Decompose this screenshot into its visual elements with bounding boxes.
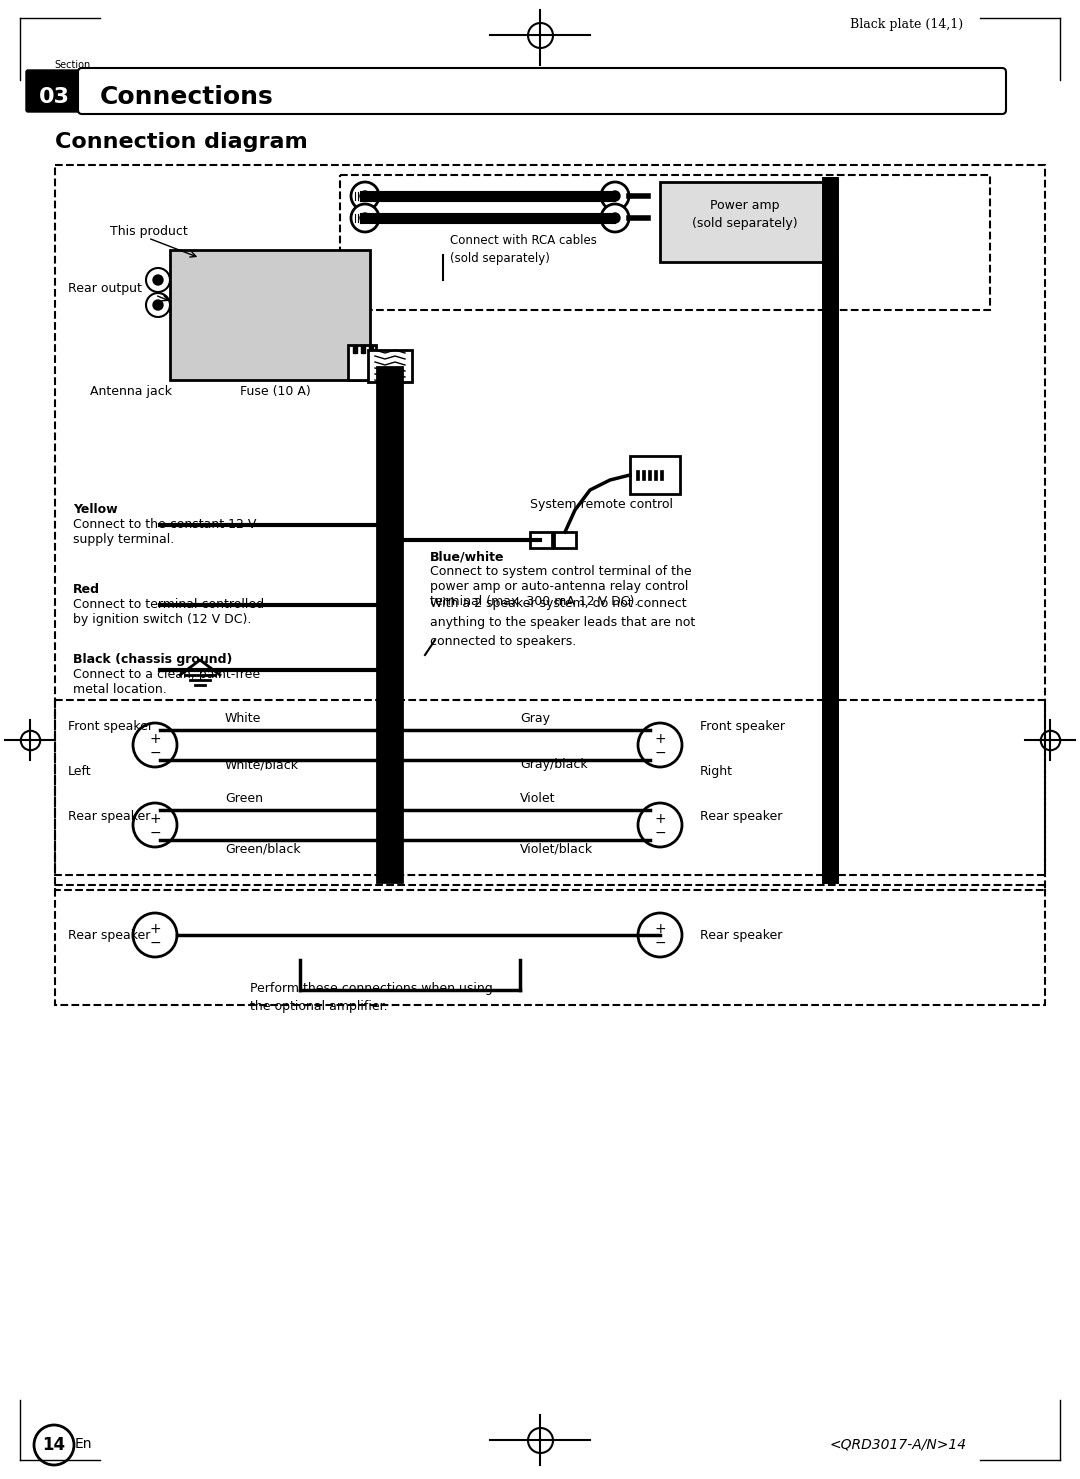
Circle shape bbox=[610, 191, 620, 201]
Bar bbox=[55, 166, 1045, 876]
Text: Rear output: Rear output bbox=[68, 282, 141, 294]
Circle shape bbox=[360, 213, 370, 223]
Text: Black (chassis ground): Black (chassis ground) bbox=[73, 654, 232, 666]
Text: +: + bbox=[654, 921, 665, 936]
Text: +: + bbox=[149, 921, 161, 936]
Text: Perform these connections when using
the optional amplifier.: Perform these connections when using the… bbox=[249, 982, 492, 1013]
Text: Blue/white: Blue/white bbox=[430, 550, 504, 563]
Text: 14: 14 bbox=[42, 1436, 66, 1454]
Text: Green: Green bbox=[225, 791, 264, 805]
Bar bbox=[170, 250, 370, 380]
Text: Connect to a clean, paint-free: Connect to a clean, paint-free bbox=[73, 669, 260, 680]
Text: Antenna jack: Antenna jack bbox=[90, 385, 172, 398]
Text: Rear speaker: Rear speaker bbox=[68, 929, 150, 942]
Circle shape bbox=[351, 204, 379, 232]
Bar bbox=[630, 456, 680, 494]
Text: −: − bbox=[149, 936, 161, 950]
FancyBboxPatch shape bbox=[26, 70, 82, 112]
Circle shape bbox=[33, 1424, 75, 1466]
Circle shape bbox=[146, 293, 170, 317]
Text: Front speaker: Front speaker bbox=[700, 720, 785, 734]
Text: Connect to the constant 12 V: Connect to the constant 12 V bbox=[73, 518, 256, 531]
Circle shape bbox=[638, 913, 681, 957]
Bar bbox=[348, 345, 376, 380]
Text: Black plate (14,1): Black plate (14,1) bbox=[850, 18, 963, 31]
Circle shape bbox=[153, 275, 163, 285]
Circle shape bbox=[153, 300, 163, 311]
Bar bbox=[660, 182, 831, 262]
Circle shape bbox=[360, 191, 370, 201]
Circle shape bbox=[133, 723, 177, 768]
Bar bbox=[368, 351, 411, 382]
Text: Violet: Violet bbox=[519, 791, 555, 805]
Text: Right: Right bbox=[700, 765, 733, 778]
Bar bbox=[554, 532, 576, 549]
Text: En: En bbox=[75, 1438, 93, 1451]
Text: System remote control: System remote control bbox=[530, 498, 673, 512]
Bar bbox=[369, 345, 373, 353]
Text: −: − bbox=[149, 745, 161, 760]
Text: Gray/black: Gray/black bbox=[519, 759, 588, 771]
Circle shape bbox=[610, 213, 620, 223]
Text: Red: Red bbox=[73, 583, 100, 596]
Circle shape bbox=[133, 803, 177, 847]
Circle shape bbox=[600, 204, 629, 232]
Text: Connect to system control terminal of the: Connect to system control terminal of th… bbox=[430, 565, 691, 578]
Circle shape bbox=[351, 182, 379, 210]
Text: +: + bbox=[654, 812, 665, 825]
Text: 03: 03 bbox=[39, 87, 69, 106]
Text: Left: Left bbox=[68, 765, 92, 778]
Bar bbox=[340, 175, 990, 311]
Circle shape bbox=[638, 803, 681, 847]
Text: −: − bbox=[654, 825, 665, 840]
Text: Rear speaker: Rear speaker bbox=[700, 810, 782, 822]
Circle shape bbox=[133, 913, 177, 957]
Bar bbox=[648, 470, 651, 481]
Bar bbox=[660, 470, 663, 481]
Text: −: − bbox=[654, 745, 665, 760]
Text: Connect to terminal controlled: Connect to terminal controlled bbox=[73, 598, 265, 611]
Text: Green/black: Green/black bbox=[225, 843, 300, 856]
Circle shape bbox=[600, 182, 629, 210]
Text: <QRD3017-A/N>14: <QRD3017-A/N>14 bbox=[831, 1438, 967, 1451]
Text: Connect with RCA cables
(sold separately): Connect with RCA cables (sold separately… bbox=[450, 234, 597, 265]
Bar bbox=[642, 470, 645, 481]
Bar bbox=[636, 470, 639, 481]
Text: Power amp
(sold separately): Power amp (sold separately) bbox=[692, 198, 798, 229]
Text: +: + bbox=[149, 732, 161, 745]
Text: Violet/black: Violet/black bbox=[519, 843, 593, 856]
Bar bbox=[55, 700, 1045, 890]
Circle shape bbox=[146, 268, 170, 291]
Circle shape bbox=[638, 723, 681, 768]
Text: by ignition switch (12 V DC).: by ignition switch (12 V DC). bbox=[73, 612, 252, 626]
Text: Yellow: Yellow bbox=[73, 503, 118, 516]
Text: Gray: Gray bbox=[519, 711, 550, 725]
Text: +: + bbox=[149, 812, 161, 825]
Text: terminal (max. 300 mA 12 V DC).: terminal (max. 300 mA 12 V DC). bbox=[430, 595, 638, 608]
Text: Rear speaker: Rear speaker bbox=[700, 929, 782, 942]
Text: White: White bbox=[225, 711, 261, 725]
Bar bbox=[353, 345, 357, 353]
Bar bbox=[361, 345, 365, 353]
Text: metal location.: metal location. bbox=[73, 683, 166, 697]
Text: power amp or auto-antenna relay control: power amp or auto-antenna relay control bbox=[430, 580, 688, 593]
Text: Front speaker: Front speaker bbox=[68, 720, 153, 734]
Bar bbox=[654, 470, 657, 481]
FancyBboxPatch shape bbox=[78, 68, 1005, 114]
Text: White/black: White/black bbox=[225, 759, 299, 771]
Text: Rear speaker: Rear speaker bbox=[68, 810, 150, 822]
Text: Section: Section bbox=[54, 61, 91, 70]
Text: −: − bbox=[654, 936, 665, 950]
Text: Connections: Connections bbox=[100, 84, 273, 109]
Text: +: + bbox=[654, 732, 665, 745]
Text: With a 2 speaker system, do not connect
anything to the speaker leads that are n: With a 2 speaker system, do not connect … bbox=[430, 598, 696, 648]
Bar bbox=[55, 884, 1045, 1006]
Text: supply terminal.: supply terminal. bbox=[73, 532, 174, 546]
Text: −: − bbox=[149, 825, 161, 840]
Bar bbox=[530, 532, 552, 549]
Text: Connection diagram: Connection diagram bbox=[55, 132, 308, 152]
Text: Fuse (10 A): Fuse (10 A) bbox=[240, 385, 311, 398]
Text: This product: This product bbox=[110, 225, 188, 238]
